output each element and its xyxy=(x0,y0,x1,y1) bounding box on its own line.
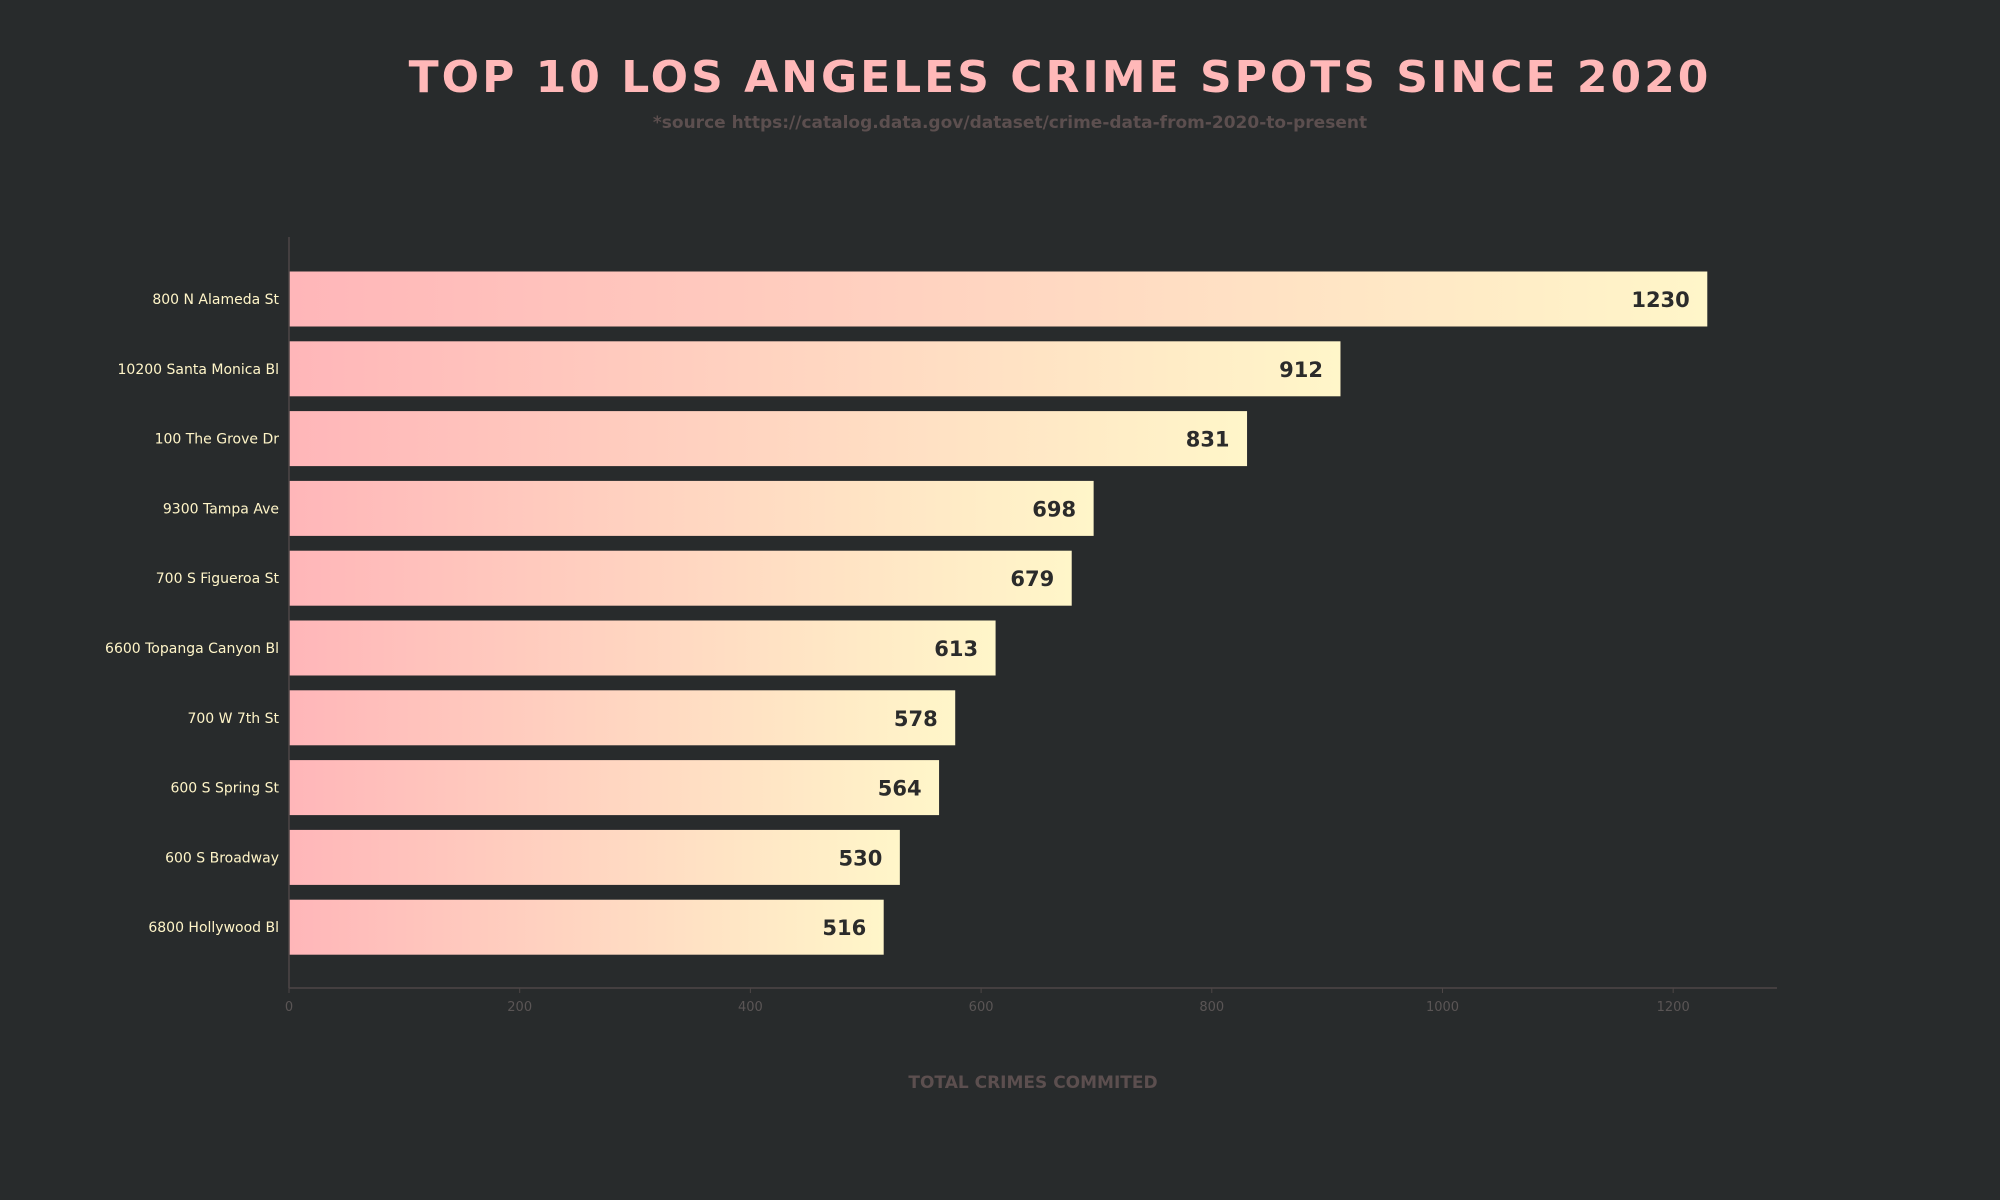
category-label: 9300 Tampa Ave xyxy=(163,501,279,517)
value-label: 698 xyxy=(1032,497,1076,521)
category-label: 700 W 7th St xyxy=(187,711,279,727)
bars-layer: 800 N Alameda St 1230 10200 Santa Monica B… xyxy=(105,270,1709,956)
value-label: 613 xyxy=(934,637,978,661)
bar xyxy=(288,759,941,817)
x-axis-title: TOTAL CRIMES COMMITED xyxy=(908,1073,1158,1093)
category-label: 600 S Spring St xyxy=(170,781,279,797)
bar xyxy=(288,898,885,956)
value-label: 912 xyxy=(1279,358,1323,382)
chart-title: TOP 10 LOS ANGELES CRIME SPOTS SINCE 202… xyxy=(408,52,1712,103)
value-label: 564 xyxy=(878,777,922,801)
category-label: 10200 Santa Monica Bl xyxy=(118,362,279,378)
category-label: 100 The Grove Dr xyxy=(155,432,280,448)
bar xyxy=(288,619,997,677)
bar xyxy=(288,340,1342,398)
x-tick-label: 0 xyxy=(285,1000,293,1015)
value-label: 1230 xyxy=(1631,288,1689,312)
bar xyxy=(288,270,1709,328)
value-label: 578 xyxy=(894,707,938,731)
category-label: 6800 Hollywood Bl xyxy=(148,920,279,936)
axes-layer: 0 200 400 600 800 1000 1200 xyxy=(285,237,1777,1015)
category-label: 800 N Alameda St xyxy=(152,292,279,308)
bar xyxy=(288,689,957,747)
bar xyxy=(288,549,1073,607)
value-label: 679 xyxy=(1010,567,1054,591)
value-label: 530 xyxy=(839,846,883,870)
bar xyxy=(288,410,1249,468)
x-tick-label: 800 xyxy=(1199,1000,1224,1015)
x-tick-label: 200 xyxy=(507,1000,532,1015)
category-label: 700 S Figueroa St xyxy=(156,571,280,587)
bar xyxy=(288,479,1095,537)
x-tick-label: 600 xyxy=(969,1000,994,1015)
category-label: 6600 Topanga Canyon Bl xyxy=(105,641,279,657)
chart-source-note: *source https://catalog.data.gov/dataset… xyxy=(652,113,1368,133)
x-tick-label: 1000 xyxy=(1426,1000,1459,1015)
value-label: 516 xyxy=(822,916,866,940)
category-label: 600 S Broadway xyxy=(165,850,279,866)
bar xyxy=(288,828,901,886)
x-tick-label: 400 xyxy=(738,1000,763,1015)
value-label: 831 xyxy=(1186,428,1230,452)
x-tick-label: 1200 xyxy=(1657,1000,1690,1015)
